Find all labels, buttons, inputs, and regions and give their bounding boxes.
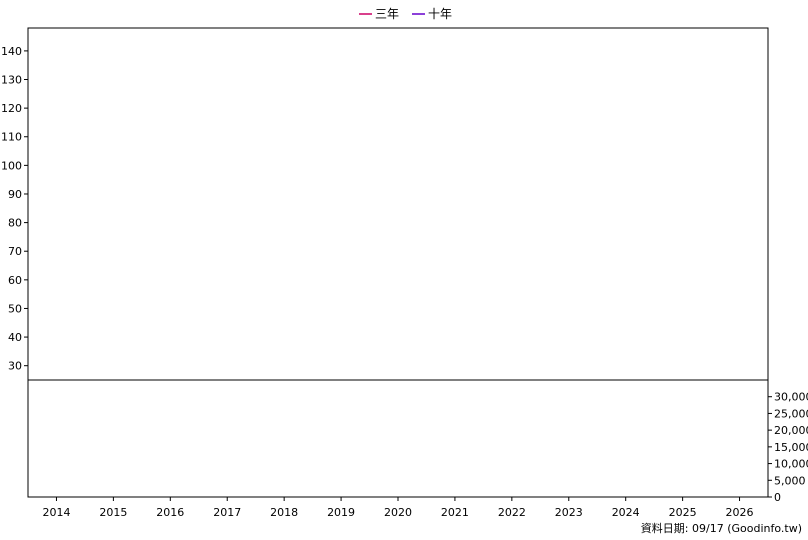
x-tick-label: 2021: [441, 506, 469, 519]
x-tick-label: 2018: [270, 506, 298, 519]
x-tick-label: 2022: [498, 506, 526, 519]
price-tick-label: 60: [8, 274, 22, 287]
price-tick-label: 100: [1, 159, 22, 172]
volume-tick-label: 30,000: [774, 391, 808, 404]
legend-label: 十年: [428, 7, 452, 21]
x-tick-label: 2025: [669, 506, 697, 519]
volume-tick-label: 5,000: [774, 474, 806, 487]
volume-tick-label: 15,000: [774, 441, 808, 454]
x-tick-label: 2014: [42, 506, 70, 519]
price-tick-label: 30: [8, 360, 22, 373]
volume-tick-label: 20,000: [774, 424, 808, 437]
x-tick-label: 2026: [726, 506, 754, 519]
x-tick-label: 2020: [384, 506, 412, 519]
price-tick-label: 80: [8, 217, 22, 230]
x-tick-label: 2023: [555, 506, 583, 519]
price-tick-label: 110: [1, 131, 22, 144]
legend-label: 三年: [375, 7, 399, 21]
price-tick-label: 90: [8, 188, 22, 201]
x-tick-label: 2024: [612, 506, 640, 519]
price-tick-label: 140: [1, 45, 22, 58]
volume-tick-label: 10,000: [774, 458, 808, 471]
plot-frame: [27, 27, 769, 498]
x-tick-label: 2015: [99, 506, 127, 519]
price-tick-label: 130: [1, 74, 22, 87]
x-tick-label: 2017: [213, 506, 241, 519]
price-tick-label: 50: [8, 302, 22, 315]
x-tick-label: 2016: [156, 506, 184, 519]
price-tick-label: 40: [8, 331, 22, 344]
legend: 三年 十年: [359, 7, 452, 21]
price-tick-label: 70: [8, 245, 22, 258]
data-date-footer: 資料日期: 09/17 (Goodinfo.tw): [641, 521, 802, 535]
volume-tick-label: 25,000: [774, 407, 808, 420]
x-tick-label: 2019: [327, 506, 355, 519]
volume-tick-label: 0: [774, 491, 781, 504]
price-tick-label: 120: [1, 102, 22, 115]
axes: 30 40 50 60 70 80 90 100 110 120 130 140 0 5,000 10,00…: [1, 27, 808, 519]
